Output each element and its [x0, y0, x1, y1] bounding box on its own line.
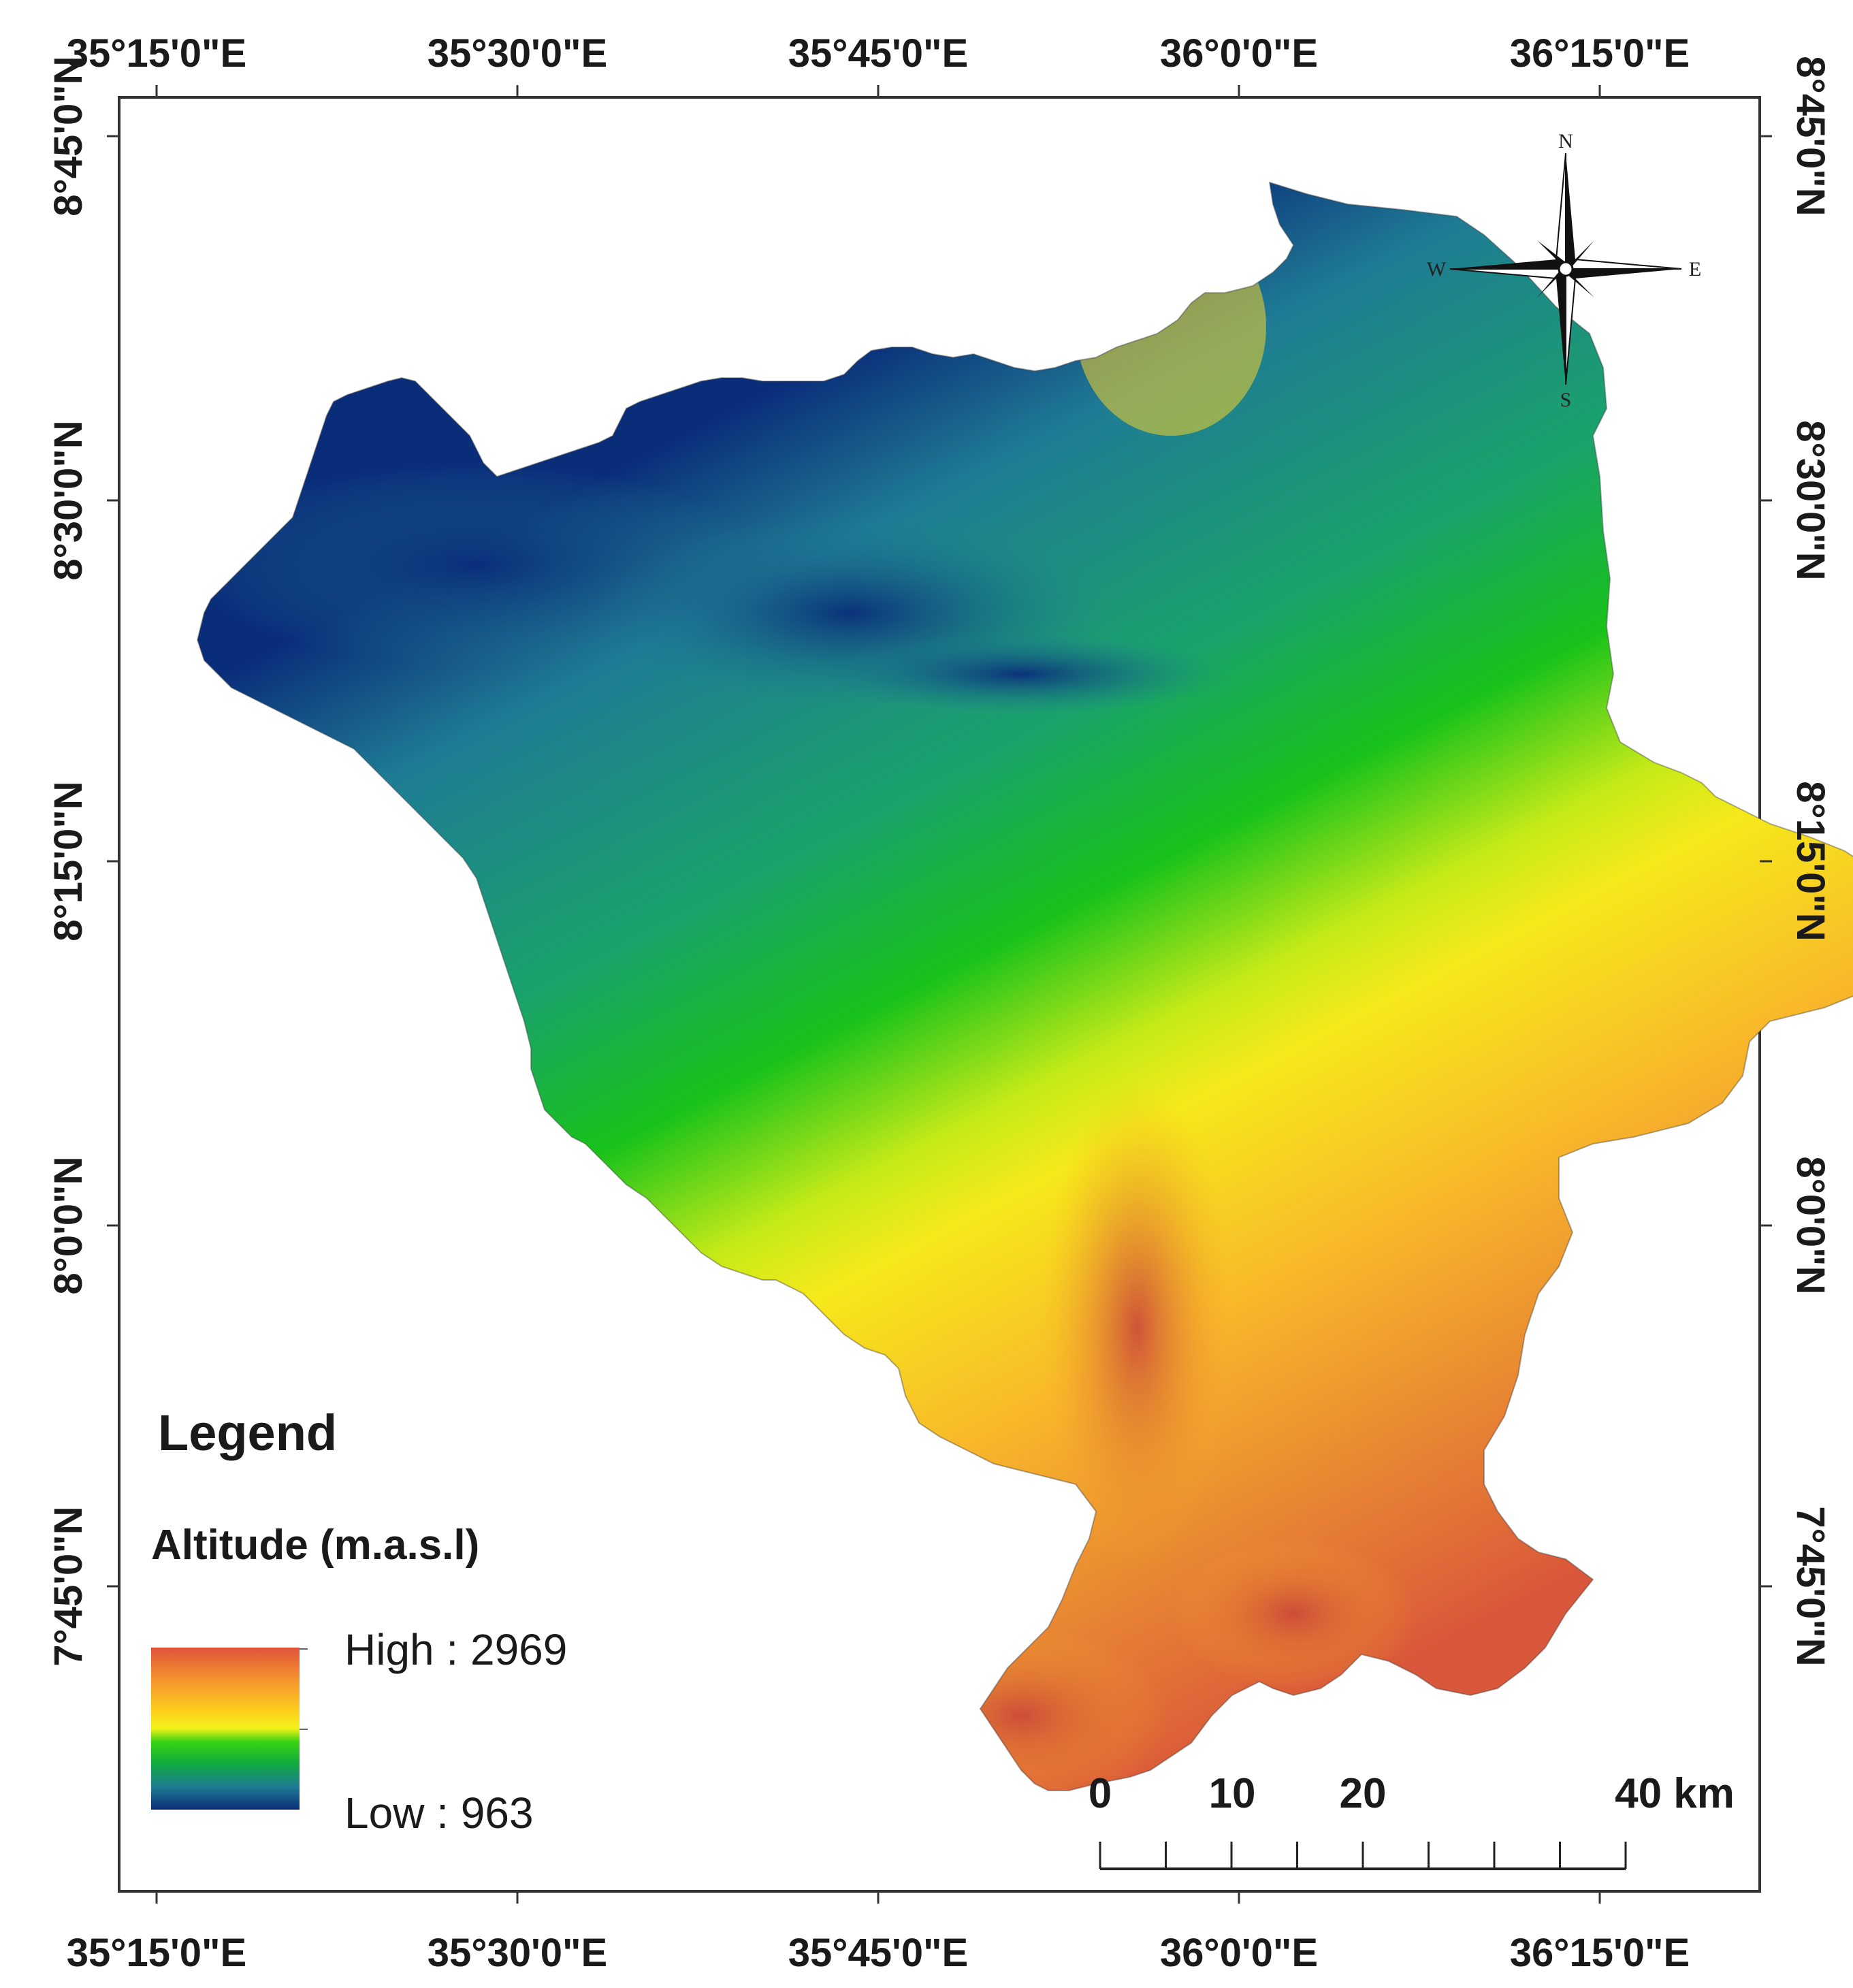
lon-label-bottom-1: 35°15'0"E: [67, 1931, 246, 1975]
compass-south-label: S: [1560, 389, 1572, 411]
lon-label-bottom-2: 35°30'0"E: [428, 1931, 607, 1975]
scale-bar: 0 10 20 40 km: [1089, 1770, 1735, 1870]
scale-label-20: 20: [1340, 1770, 1387, 1817]
lon-label-bottom-3: 35°45'0"E: [788, 1931, 968, 1975]
compass-north-label: N: [1558, 130, 1573, 153]
legend-title: Legend: [158, 1405, 337, 1461]
legend: Legend Altitude (m.a.s.l) High : 2969 Lo…: [151, 1405, 567, 1838]
river-channel: [817, 633, 1225, 715]
lon-label-top-5: 36°15'0"E: [1510, 31, 1690, 76]
lon-label-top-4: 36°0'0"E: [1160, 31, 1318, 76]
southeast-highland-peak: [1171, 1539, 1416, 1688]
scale-label-10: 10: [1209, 1770, 1256, 1817]
lon-label-top-2: 35°30'0"E: [428, 31, 607, 76]
legend-high-label: High : 2969: [344, 1625, 567, 1674]
lat-label-left-2: 8°30'0"N: [46, 420, 91, 580]
lat-label-right-3: 8°15'0"N: [1788, 781, 1833, 941]
lat-label-right-4: 8°0'0"N: [1788, 1156, 1833, 1294]
lat-label-left-3: 8°15'0"N: [46, 781, 91, 941]
latitude-labels-left: 8°45'0"N 8°30'0"N 8°15'0"N 8°0'0"N 7°45'…: [46, 56, 91, 1666]
longitude-labels-top: 35°15'0"E 35°30'0"E 35°45'0"E 36°0'0"E 3…: [67, 31, 1690, 76]
lat-label-right-2: 8°30'0"N: [1788, 420, 1833, 580]
compass-east-label: E: [1689, 258, 1701, 280]
compass-rose-icon: N S E W: [1427, 130, 1701, 411]
scale-bar-ticks: [1099, 1842, 1627, 1869]
legend-subtitle: Altitude (m.a.s.l): [151, 1522, 479, 1569]
legend-low-label: Low : 963: [344, 1789, 534, 1838]
lon-label-top-3: 35°45'0"E: [788, 31, 968, 76]
legend-color-ramp: [151, 1648, 300, 1810]
lat-label-left-5: 7°45'0"N: [46, 1506, 91, 1666]
lon-label-bottom-4: 36°0'0"E: [1160, 1931, 1318, 1975]
lon-label-top-1: 35°15'0"E: [67, 31, 246, 76]
latitude-labels-right: 8°45'0"N 8°30'0"N 8°15'0"N 8°0'0"N 7°45'…: [1788, 56, 1833, 1666]
lat-label-left-4: 8°0'0"N: [46, 1156, 91, 1294]
lat-label-left-1: 8°45'0"N: [46, 56, 91, 216]
lat-label-right-5: 7°45'0"N: [1788, 1506, 1833, 1666]
northern-highland-yellow: [1076, 218, 1266, 436]
graticule-ticks: [107, 85, 1772, 1904]
scale-label-0: 0: [1089, 1770, 1112, 1817]
scale-label-40km: 40 km: [1615, 1770, 1735, 1817]
southern-highland-peak: [1042, 1083, 1232, 1573]
compass-west-label: W: [1427, 258, 1447, 280]
longitude-labels-bottom: 35°15'0"E 35°30'0"E 35°45'0"E 36°0'0"E 3…: [67, 1931, 1690, 1975]
lon-label-bottom-5: 36°15'0"E: [1510, 1931, 1690, 1975]
lat-label-right-1: 8°45'0"N: [1788, 56, 1833, 216]
